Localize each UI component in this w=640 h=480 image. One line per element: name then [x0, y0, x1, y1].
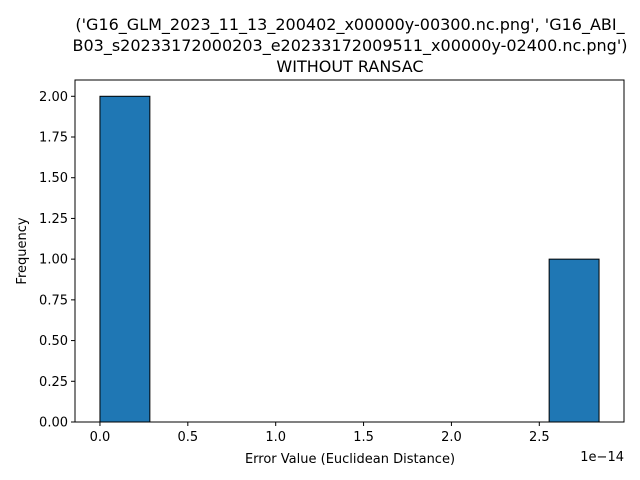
chart-title-line-3: WITHOUT RANSAC: [276, 57, 423, 76]
y-tick-label: 0.75: [39, 293, 68, 308]
y-tick-label: 1.00: [39, 253, 68, 268]
y-tick-label: 2.00: [39, 90, 68, 105]
x-tick-label: 2.0: [441, 430, 462, 445]
chart-title-line-2: B03_s20233172000203_e20233172009511_x000…: [73, 36, 628, 56]
chart-title-line-1: ('G16_GLM_2023_11_13_200402_x00000y-0030…: [75, 15, 625, 35]
x-axis-offset-label: 1e−14: [580, 450, 624, 465]
x-axis-ticks: 0.0 0.5 1.0 1.5 2.0 2.5: [90, 422, 550, 445]
histogram-bar: [548, 258, 600, 423]
x-tick-label: 1.5: [353, 430, 374, 445]
y-tick-label: 1.25: [39, 212, 68, 227]
y-tick-label: 0.25: [39, 375, 68, 390]
y-tick-label: 0.50: [39, 334, 68, 349]
y-tick-label: 1.75: [39, 131, 68, 146]
y-tick-label: 0.00: [39, 416, 68, 431]
x-tick-label: 0.0: [90, 430, 111, 445]
x-axis-label: Error Value (Euclidean Distance): [245, 452, 455, 467]
x-tick-label: 1.0: [265, 430, 286, 445]
y-axis-ticks: 0.00 0.25 0.50 0.75 1.00 1.25 1.50 1.75 2.00: [39, 90, 75, 431]
plot-frame: [74, 79, 625, 423]
x-tick-label: 0.5: [177, 430, 198, 445]
x-tick-label: 2.5: [529, 430, 550, 445]
y-tick-label: 1.50: [39, 171, 68, 186]
histogram-bar: [99, 95, 151, 423]
y-axis-label: Frequency: [15, 217, 30, 284]
bars-group: [99, 95, 600, 423]
